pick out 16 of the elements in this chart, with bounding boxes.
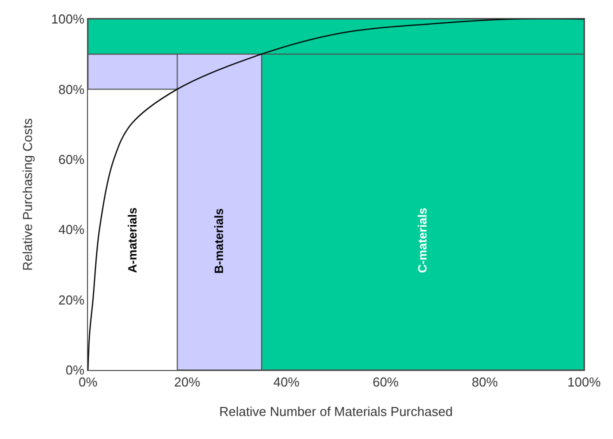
y-tick-label: 20% — [58, 292, 85, 308]
band-label: B-materials — [212, 208, 226, 274]
x-tick-label: 40% — [273, 374, 300, 390]
y-tick-label: 80% — [58, 82, 85, 97]
y-tick-label: 100% — [51, 12, 85, 27]
band-label: C-materials — [416, 207, 430, 274]
x-tick-label: 80% — [472, 374, 498, 390]
line-series — [88, 19, 584, 370]
y-tick-label: 60% — [58, 152, 85, 167]
annotation: A-materials — [125, 207, 140, 273]
x-tick-label: 100% — [567, 374, 602, 390]
y-axis-title: Relative Purchasing Costs — [20, 118, 36, 271]
x-tick-label: 20% — [174, 374, 201, 390]
y-tick-label: 40% — [58, 222, 85, 238]
x-axis-title: Relative Number of Materials Purchased — [219, 404, 453, 420]
x-tick-label: 60% — [372, 374, 400, 390]
